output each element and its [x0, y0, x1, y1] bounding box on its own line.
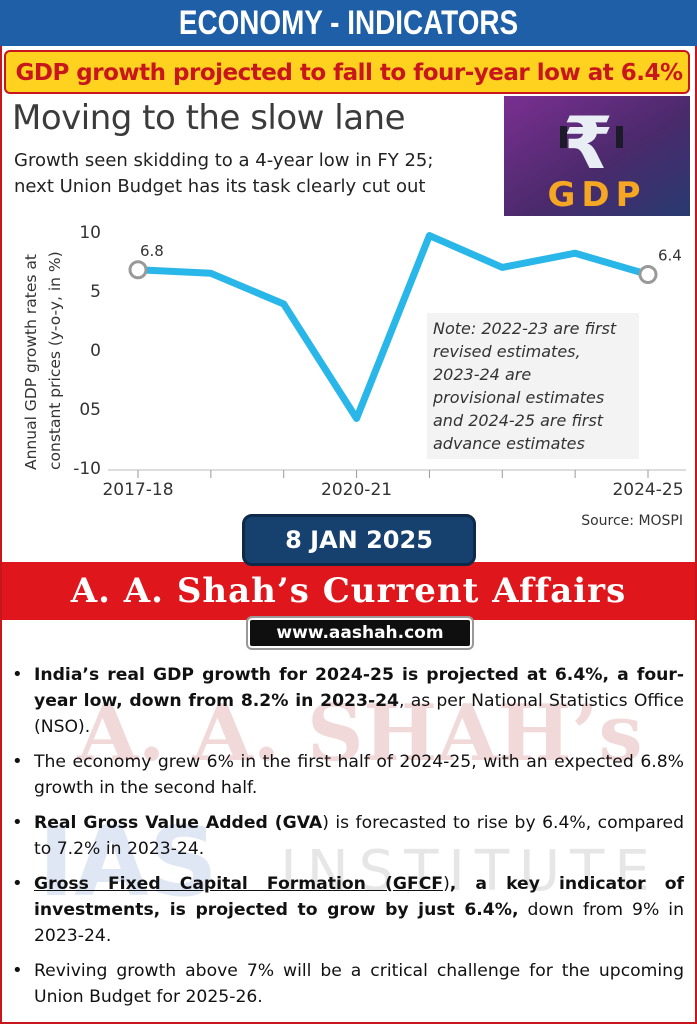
bullet-item: Real Gross Value Added (GVA) is forecast…: [12, 810, 684, 862]
bullet-item: Gross Fixed Capital Formation (GFCF), a …: [12, 871, 684, 949]
headline: GDP growth projected to fall to four-yea…: [15, 60, 683, 86]
date-badge: 8 JAN 2025: [242, 514, 476, 566]
y-tick-label: 05: [79, 400, 101, 420]
brand-band: A. A. Shah’s Current Affairs: [2, 562, 695, 620]
chart-subtitle: Growth seen skidding to a 4-year low in …: [14, 148, 504, 200]
person-icon-right: [616, 126, 623, 148]
gdp-label: GDP: [547, 175, 646, 215]
bullet-item: India’s real GDP growth for 2024-25 is p…: [12, 662, 684, 740]
series-line: [134, 232, 652, 422]
data-point: [128, 260, 148, 280]
bullet-item: Reviving growth above 7% will be a criti…: [12, 958, 684, 1010]
header-band: ECONOMY - INDICATORS: [0, 0, 697, 46]
y-tick-label: 0: [90, 341, 101, 361]
series-group: [128, 232, 658, 422]
data-label-last: 6.4: [658, 246, 682, 264]
data-label-first: 6.8: [140, 242, 164, 260]
note-line: advance estimates: [433, 434, 585, 453]
y-tick-label: -10: [73, 459, 101, 479]
note-line: provisional estimates: [433, 388, 605, 407]
data-point: [638, 264, 658, 284]
y-axis-label: Annual GDP growth rates at constant pric…: [22, 251, 64, 470]
x-tick-label: 2024-25: [612, 480, 683, 500]
bullet-item: The economy grew 6% in the first half of…: [12, 749, 684, 801]
chart-subtitle-line-2: next Union Budget has its task clearly c…: [14, 176, 426, 197]
chart-note: Note: 2022-23 are first revised estimate…: [427, 313, 639, 459]
x-ticks: 2017-18 2020-21 2024-25: [102, 470, 684, 500]
y-tick-label: 10: [79, 223, 101, 243]
y-axis-label-line-1: Annual GDP growth rates at: [22, 254, 40, 470]
gdp-illustration: ₹ GDP: [504, 96, 690, 216]
chart-source: Source: MOSPI: [581, 513, 683, 529]
headline-bar: GDP growth projected to fall to four-yea…: [4, 50, 690, 94]
rupee-icon: ₹: [563, 101, 613, 185]
brand-name: A. A. Shah’s Current Affairs: [70, 571, 627, 611]
x-tick-label: 2020-21: [321, 480, 392, 500]
y-ticks: 10 5 0 05 -10: [73, 223, 686, 479]
y-axis-label-line-2: constant prices (y-o-y, in %): [46, 251, 64, 470]
chart-subtitle-line-1: Growth seen skidding to a 4-year low in …: [14, 150, 434, 171]
gdp-line-chart: Annual GDP growth rates at constant pric…: [22, 223, 686, 500]
data-labels: 6.8 6.4: [140, 242, 682, 265]
website-link[interactable]: www.aashah.com: [246, 616, 474, 650]
y-tick-label: 5: [90, 282, 101, 302]
note-line: and 2024-25 are first: [433, 411, 603, 430]
chart-title: Moving to the slow lane: [12, 98, 406, 138]
person-icon-left: [560, 126, 567, 148]
bullet-list: India’s real GDP growth for 2024-25 is p…: [12, 662, 684, 1019]
x-tick-label: 2017-18: [102, 480, 173, 500]
note-line: 2023-24 are: [433, 365, 532, 384]
note-line: revised estimates,: [433, 342, 581, 361]
note-line: Note: 2022-23 are first: [433, 319, 617, 338]
section-title: ECONOMY - INDICATORS: [178, 4, 519, 42]
